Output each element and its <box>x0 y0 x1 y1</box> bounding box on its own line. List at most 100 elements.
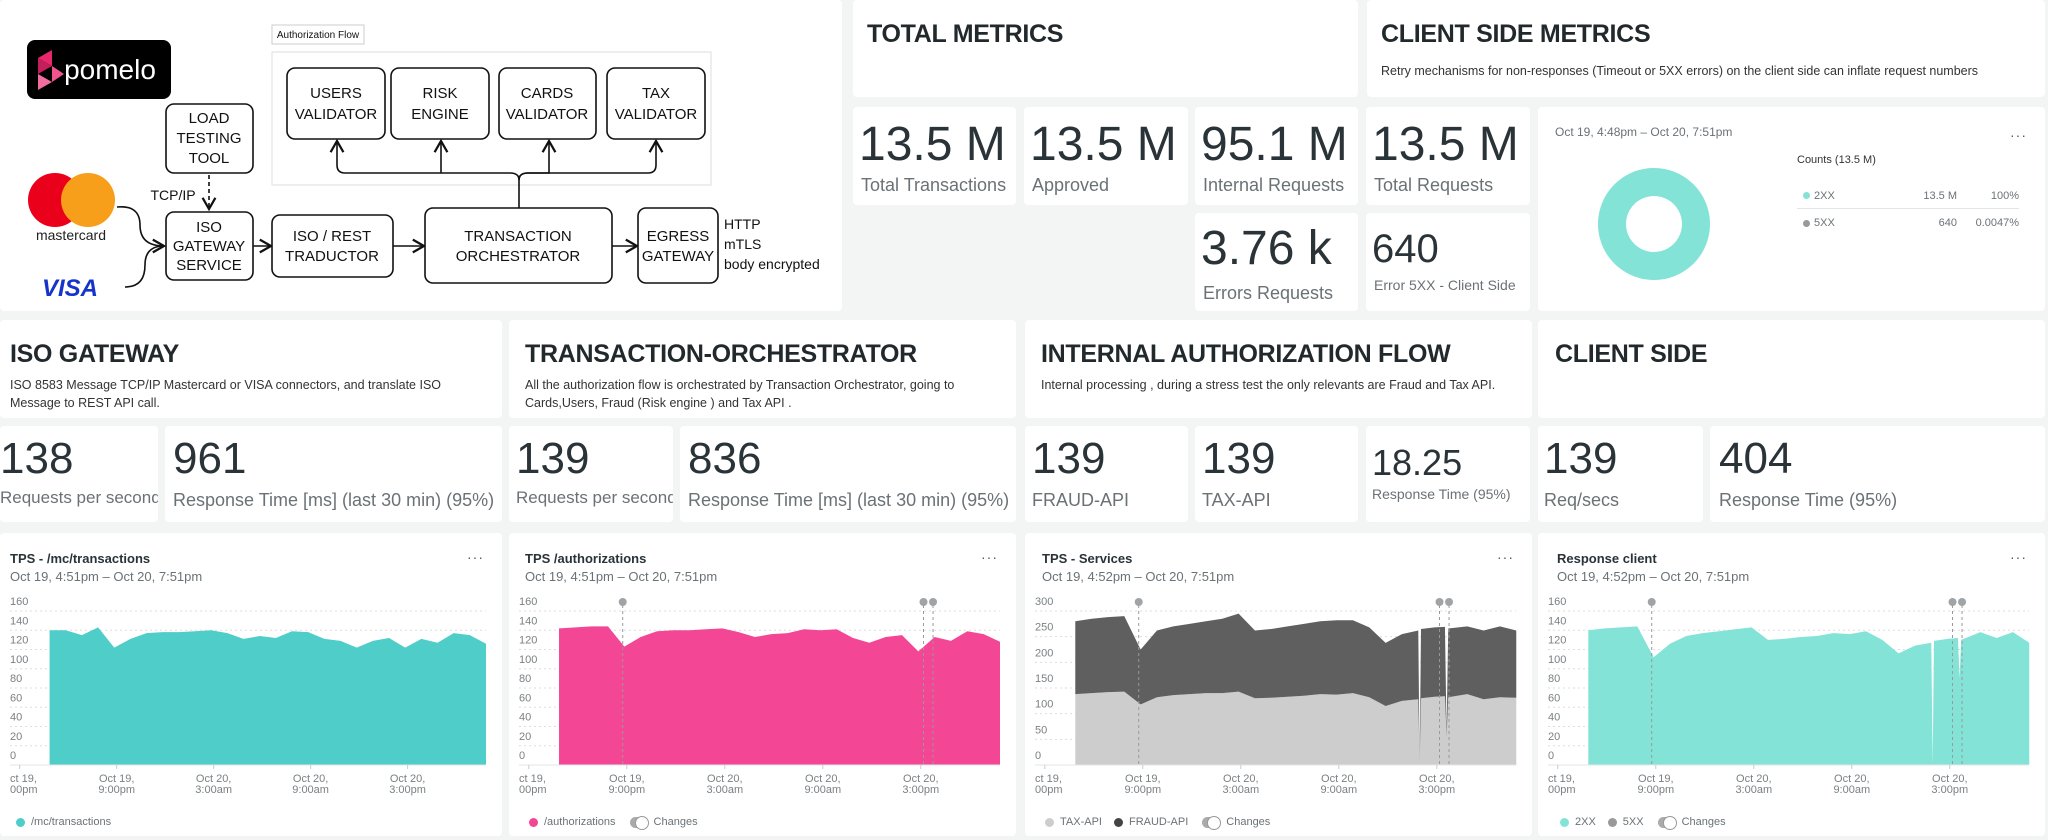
stat-value: 139 <box>1202 434 1276 483</box>
x-tick-label: 3:00pm <box>1418 784 1455 796</box>
series-dot-icon <box>1560 817 1569 827</box>
y-tick-label: 120 <box>1548 635 1566 647</box>
chart-date-range: Oct 19, 4:52pm – Oct 20, 7:51pm <box>1557 569 1750 584</box>
client-side-header: CLIENT SIDE <box>1538 320 2045 418</box>
x-tick-label: Oct 20, <box>903 773 938 785</box>
change-marker-icon <box>929 598 938 606</box>
stat-internal-response-time[interactable]: 18.25 Response Time (95%) <box>1366 426 1530 522</box>
internal-authorization-flow-header: INTERNAL AUTHORIZATION FLOW Internal proc… <box>1025 320 1532 418</box>
donut-panel[interactable]: Oct 19, 4:48pm – Oct 20, 7:51pm ··· Coun… <box>1538 107 2045 311</box>
area-series-2xx <box>1588 626 2030 765</box>
x-tick-label: Oct 20, <box>1834 773 1869 785</box>
x-tick-label: Oct 20, <box>1419 773 1454 785</box>
client-side-metrics-title: CLIENT SIDE METRICS <box>1381 20 1651 48</box>
stat-total-transactions[interactable]: 13.5 M Total Transactions <box>853 107 1016 205</box>
more-options-icon[interactable]: ··· <box>1497 549 1514 565</box>
legend-series[interactable]: 5XX <box>1622 816 1644 828</box>
egress-gateway: EGRESS GATEWAY <box>637 207 719 284</box>
stat-iso-response-time[interactable]: 961 Response Time [ms] (last 30 min) (95%… <box>165 426 502 522</box>
donut-slice-2xx <box>1597 168 1710 280</box>
x-tick-label: Oct 20, <box>805 773 840 785</box>
legend-name: 2XX <box>1814 189 1835 202</box>
y-tick-label: 140 <box>1548 615 1566 627</box>
stat-error-5xx-client[interactable]: 640 Error 5XX - Client Side <box>1366 213 1530 311</box>
validator-tax: TAX VALIDATOR <box>606 67 706 140</box>
legend-name: 5XX <box>1814 217 1835 229</box>
x-tick-label: 9:00pm <box>98 784 135 796</box>
legend-row-5xx[interactable]: 5XX 640 0.0047% <box>1797 209 2019 237</box>
changes-toggle[interactable] <box>629 815 649 830</box>
section-title: INTERNAL AUTHORIZATION FLOW <box>1041 340 1451 368</box>
chart-title: TPS - Services <box>1042 551 1133 566</box>
svg-text:mTLS: mTLS <box>724 236 761 252</box>
section-description: Internal processing , during a stress te… <box>1041 378 1496 392</box>
x-tick-label: 00pm <box>10 784 38 796</box>
stat-client-rps[interactable]: 139 Req/secs <box>1538 426 1703 522</box>
legend-series[interactable]: FRAUD-API <box>1128 816 1189 828</box>
y-tick-label: 40 <box>1548 712 1560 724</box>
y-tick-label: 100 <box>519 654 537 666</box>
y-tick-label: 80 <box>10 673 22 685</box>
series-dot-icon <box>16 817 25 827</box>
x-tick-label: 9:00am <box>804 784 841 796</box>
legend-count: 13.5 M <box>1923 189 1957 202</box>
stat-approved[interactable]: 13.5 M Approved <box>1024 107 1188 205</box>
chart-response-client[interactable]: Response client Oct 19, 4:52pm – Oct 20,… <box>1538 533 2045 836</box>
more-options-icon[interactable]: ··· <box>981 549 998 565</box>
series-dot-icon <box>1113 817 1123 827</box>
donut-legend-title: Counts (13.5 M) <box>1797 154 1876 166</box>
y-tick-label: 120 <box>519 635 537 647</box>
chart-tps-services[interactable]: TPS - Services Oct 19, 4:52pm – Oct 20, … <box>1025 533 1532 836</box>
stat-fraud-api[interactable]: 139 FRAUD-API <box>1025 426 1188 522</box>
y-tick-label: 80 <box>1548 673 1560 685</box>
x-tick-label: 3:00am <box>1222 784 1259 796</box>
stat-errors-requests[interactable]: 3.76 k Errors Requests <box>1195 213 1358 311</box>
y-tick-label: 60 <box>10 692 22 704</box>
chart-tps-authorizations[interactable]: TPS /authorizations Oct 19, 4:51pm – Oct… <box>509 533 1016 836</box>
svg-text:SERVICE: SERVICE <box>176 257 242 274</box>
section-title: CLIENT SIDE <box>1555 340 1708 368</box>
svg-text:VALIDATOR: VALIDATOR <box>506 106 589 123</box>
more-options-icon[interactable]: ··· <box>2010 127 2027 143</box>
stat-client-response-time[interactable]: 404 Response Time (95%) <box>1710 426 2045 522</box>
more-options-icon[interactable]: ··· <box>467 549 484 565</box>
svg-text:VALIDATOR: VALIDATOR <box>295 106 378 123</box>
change-marker-icon <box>1134 598 1143 606</box>
chart-date-range: Oct 19, 4:51pm – Oct 20, 7:51pm <box>525 569 718 584</box>
y-tick-label: 20 <box>10 731 22 743</box>
changes-toggle[interactable] <box>1202 815 1222 830</box>
legend-series[interactable]: /mc/transactions <box>31 816 112 828</box>
legend-row-2xx[interactable]: 2XX 13.5 M 100% <box>1797 183 2019 209</box>
stat-total-requests[interactable]: 13.5 M Total Requests <box>1366 107 1530 205</box>
y-tick-label: 200 <box>1035 647 1053 659</box>
stat-orchestrator-rps[interactable]: 139 Requests per second <box>509 426 673 522</box>
y-tick-label: 0 <box>1548 750 1554 762</box>
legend-series[interactable]: TAX-API <box>1060 816 1102 828</box>
y-tick-label: 300 <box>1035 596 1053 608</box>
y-tick-label: 0 <box>1035 750 1041 762</box>
stat-internal-requests[interactable]: 95.1 M Internal Requests <box>1195 107 1358 205</box>
stat-label: Approved <box>1032 175 1110 195</box>
stat-value: 961 <box>173 434 247 483</box>
legend-series[interactable]: /authorizations <box>544 816 616 828</box>
validator-cards: CARDS VALIDATOR <box>498 67 597 140</box>
x-tick-label: Oct 20, <box>1223 773 1258 785</box>
more-options-icon[interactable]: ··· <box>2010 549 2027 565</box>
donut-chart <box>1597 168 1710 280</box>
stat-value: 139 <box>1032 434 1106 483</box>
x-tick-label: ct 19, <box>1035 773 1062 785</box>
change-marker-icon <box>1445 598 1454 606</box>
stat-tax-api[interactable]: 139 TAX-API <box>1195 426 1358 522</box>
changes-toggle[interactable] <box>1657 815 1677 830</box>
chart-tps-mc-transactions[interactable]: TPS - /mc/transactions Oct 19, 4:51pm – … <box>0 533 502 836</box>
legend-series[interactable]: 2XX <box>1575 816 1596 828</box>
stat-iso-rps[interactable]: 138 Requests per second <box>0 426 158 522</box>
transaction-orchestrator-header: TRANSACTION-ORCHESTRATOR All the authoriz… <box>509 320 1016 418</box>
stat-orchestrator-response-time[interactable]: 836 Response Time [ms] (last 30 min) (95%… <box>680 426 1016 522</box>
svg-text:mastercard: mastercard <box>36 227 106 243</box>
y-tick-label: 80 <box>519 673 531 685</box>
x-tick-label: 9:00pm <box>1124 784 1161 796</box>
svg-text:LOAD: LOAD <box>189 110 230 127</box>
